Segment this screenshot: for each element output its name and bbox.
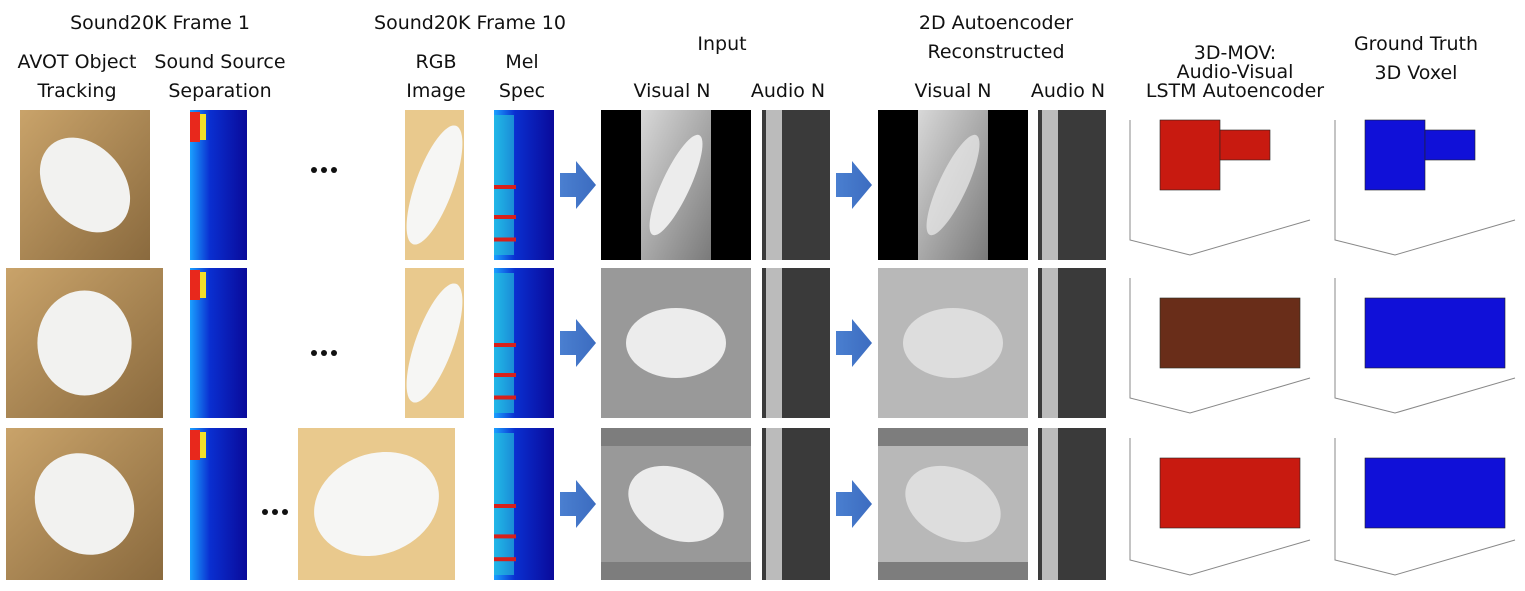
mel-peak: [494, 237, 516, 242]
column-label: Separation: [168, 80, 271, 102]
ellipsis-dot: [311, 167, 317, 173]
object: [39, 137, 131, 233]
model-voxels-dots: [1160, 298, 1300, 368]
ellipsis-dot: [321, 350, 327, 356]
spectrogram-peak: [200, 432, 206, 458]
spectrogram-peak: [190, 430, 200, 460]
object: [37, 290, 132, 396]
column-label: Ground Truth: [1354, 33, 1478, 55]
reconstruction-audio-band: [1042, 268, 1058, 418]
model-voxels-axes: [1129, 278, 1311, 414]
arrow: [836, 161, 872, 209]
ellipsis-dot: [311, 350, 317, 356]
arrow: [560, 480, 596, 528]
header: Sound20K Frame 1: [70, 12, 250, 34]
truth-voxels-block: [1424, 129, 1476, 161]
mel-peak: [494, 504, 516, 508]
input-object: [626, 308, 726, 378]
mel-peak: [494, 343, 516, 347]
rows: [6, 110, 1516, 580]
column-label: Sound Source: [154, 51, 285, 73]
column-label: AVOT Object: [18, 51, 137, 73]
spectrogram-peak: [190, 112, 200, 142]
model-voxels-block: [1159, 457, 1301, 529]
truth-voxels-axes: [1334, 278, 1516, 414]
mel-peak: [494, 373, 516, 377]
truth-voxels-axes: [1334, 438, 1516, 576]
reconstruction-object: [903, 308, 1003, 378]
column-label: Audio-Visual: [1177, 61, 1294, 83]
arrow: [560, 161, 596, 209]
input-object: [649, 134, 703, 236]
column-label: Audio N: [1031, 80, 1105, 102]
column-label: Image: [406, 80, 466, 102]
header: Reconstructed: [928, 41, 1065, 63]
column-label: Spec: [499, 80, 545, 102]
reconstruction-object: [926, 134, 980, 236]
ellipsis-dot: [262, 509, 268, 515]
column-label: Tracking: [36, 80, 116, 102]
input-audio-band: [766, 428, 782, 580]
column-label: Visual N: [915, 80, 992, 102]
column-label: 3D Voxel: [1375, 62, 1458, 84]
column-label: Visual N: [634, 80, 711, 102]
mel-peak: [494, 534, 516, 539]
spectrogram-peak: [200, 272, 206, 298]
arrow: [836, 319, 872, 367]
column-label: Audio N: [751, 80, 825, 102]
model-voxels-axes: [1129, 438, 1311, 576]
model-voxels-block: [1219, 129, 1271, 161]
object: [406, 283, 463, 403]
ellipsis-dot: [331, 350, 337, 356]
reconstruction-object: [905, 465, 1001, 543]
truth-voxels-block: [1364, 297, 1506, 369]
column-label: RGB: [416, 51, 457, 73]
ellipsis-dot: [272, 509, 278, 515]
input-audio-band: [766, 268, 782, 418]
truth-voxels-axes: [1334, 120, 1516, 256]
arrow: [836, 480, 872, 528]
object: [314, 451, 439, 557]
object: [34, 453, 135, 555]
header: 2D Autoencoder: [919, 12, 1073, 34]
spectrogram-peak: [190, 270, 200, 300]
ellipsis-dot: [321, 167, 327, 173]
column-label: LSTM Autoencoder: [1146, 80, 1324, 102]
mel-peak: [494, 185, 516, 189]
ellipsis-dot: [331, 167, 337, 173]
column-label: Mel: [505, 51, 538, 73]
mel-peak: [494, 395, 516, 400]
mel-peak: [494, 215, 516, 219]
truth-voxels-block: [1364, 119, 1426, 191]
reconstruction-audio-band: [1042, 110, 1058, 260]
header: Input: [697, 33, 746, 55]
spectrogram-peak: [200, 114, 206, 140]
header: Sound20K Frame 10: [374, 12, 566, 34]
mel-peak: [494, 557, 516, 562]
model-voxels-block: [1159, 119, 1221, 191]
truth-voxels-block: [1364, 457, 1506, 529]
column-label: 3D-MOV:: [1194, 42, 1276, 64]
input-audio-band: [766, 110, 782, 260]
reconstruction-audio-band: [1042, 428, 1058, 580]
arrow: [560, 319, 596, 367]
ellipsis-dot: [282, 509, 288, 515]
object: [406, 125, 463, 245]
model-voxels-axes: [1129, 120, 1311, 256]
input-object: [628, 465, 724, 543]
